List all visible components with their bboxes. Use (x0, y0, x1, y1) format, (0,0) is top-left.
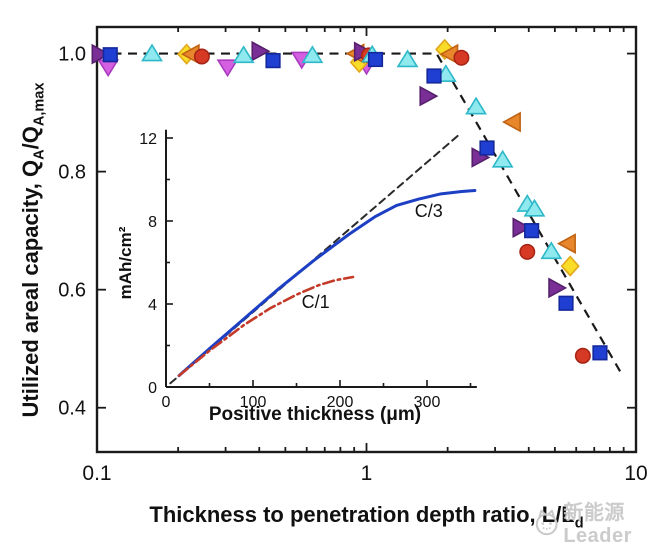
x-tick-label: 10 (624, 462, 647, 485)
scatter-point-blue-square (592, 345, 608, 361)
scatter-point-blue-square (102, 47, 118, 63)
watermark: 新能源Leader (533, 496, 668, 548)
inset-curve-C1 (177, 275, 355, 377)
scatter-point-yellow-diamond (560, 255, 580, 277)
inset-y-axis-title: mAh/cm² (116, 226, 135, 299)
plot-frame (95, 25, 638, 454)
main-axes-frame (95, 25, 638, 454)
watermark-text: 新能源Leader (563, 502, 632, 547)
x-axis-title: Thickness to penetration depth ratio, L/… (97, 502, 636, 531)
main-axis-ticks (96, 27, 637, 452)
series-yellow-diamond (177, 38, 580, 277)
inset-y-tick-label: 0 (148, 380, 157, 397)
inset-x-axis-title: Positive thickness (μm) (209, 404, 421, 425)
scatter-point-blue-square (265, 53, 281, 69)
scatter-point-cyan-up-triangle (301, 45, 324, 64)
inset-curve-label: C/3 (415, 201, 443, 221)
scatter-point-cyan-up-triangle (141, 43, 163, 62)
scatter-point-blue-square (479, 140, 495, 156)
scatter-point-blue-square (367, 51, 384, 68)
inset-curve-label: C/1 (302, 292, 330, 312)
scatter-point-orange-left-triangle (501, 111, 521, 133)
inset-y-tick-label: 8 (148, 214, 157, 231)
cat-face-logo-icon (535, 509, 558, 536)
inset-curve-C3 (177, 188, 477, 378)
scatter-point-red-circle (519, 243, 536, 260)
y-axis-title: Utilized areal capacity, QA/QA,max (18, 30, 48, 470)
y-tick-label: 0.4 (58, 398, 86, 420)
scatter-point-orange-left-triangle (556, 233, 576, 254)
inset-y-tick-label: 4 (148, 297, 157, 314)
inset-x-tick-label: 100 (240, 394, 267, 411)
scatter-point-cyan-up-triangle (396, 49, 419, 68)
scatter-point-blue-square (524, 223, 540, 239)
trend-dashed-line (97, 52, 624, 376)
inset-x-tick-label: 300 (414, 394, 441, 411)
x-axis-title-text: Thickness to penetration depth ratio, L/… (149, 502, 575, 527)
scatter-point-cyan-up-triangle (523, 198, 546, 217)
x-axis-title-sub: d (574, 515, 584, 532)
y-axis-title-sub2: A,max (31, 82, 48, 127)
series-blue-square (102, 47, 608, 361)
inset-chart: 0 100 200 300 0 4 8 12 C/3 C/1 Positive thickness … (116, 129, 477, 425)
scatter-point-blue-square (558, 295, 574, 311)
scatter-point-magenta-down-triangle (216, 59, 239, 78)
y-tick-label: 0.8 (58, 162, 86, 184)
scatter-point-cyan-up-triangle (540, 241, 563, 260)
x-tick-label: 0.1 (82, 462, 111, 485)
scatter-series (91, 38, 608, 364)
y-axis-title-sub1: A (31, 149, 48, 160)
scatter-point-purple-right-triangle (419, 85, 439, 107)
scatter-point-magenta-down-triangle (97, 59, 120, 78)
y-tick-label: 0.6 (58, 280, 86, 302)
y-axis-title-mid: /Q (18, 126, 43, 150)
x-tick-label: 1 (361, 462, 373, 485)
trend-line (97, 52, 624, 376)
scatter-point-red-circle (574, 347, 591, 364)
scatter-point-cyan-up-triangle (232, 45, 255, 64)
scatter-point-cyan-up-triangle (491, 149, 514, 168)
inset-x-tick-label: 200 (327, 394, 354, 411)
scatter-point-purple-right-triangle (512, 217, 532, 239)
scatter-point-cyan-up-triangle (465, 96, 487, 115)
scatter-point-purple-right-triangle (251, 40, 271, 62)
inset-x-tick-label: 0 (162, 394, 171, 411)
inset-y-tick-label: 12 (139, 131, 157, 148)
y-axis-title-text: Utilized areal capacity, Q (18, 159, 43, 418)
series-purple-right-triangle (91, 40, 568, 299)
scatter-point-purple-right-triangle (91, 43, 111, 65)
main-tick-labels: 0.1 1 10 0.4 0.6 0.8 1.0 (58, 44, 647, 485)
scatter-point-red-circle (453, 49, 470, 66)
scatter-point-red-circle (193, 48, 210, 65)
y-tick-label: 1.0 (58, 44, 86, 66)
scatter-point-blue-square (426, 68, 442, 84)
scatter-point-purple-right-triangle (548, 277, 568, 299)
